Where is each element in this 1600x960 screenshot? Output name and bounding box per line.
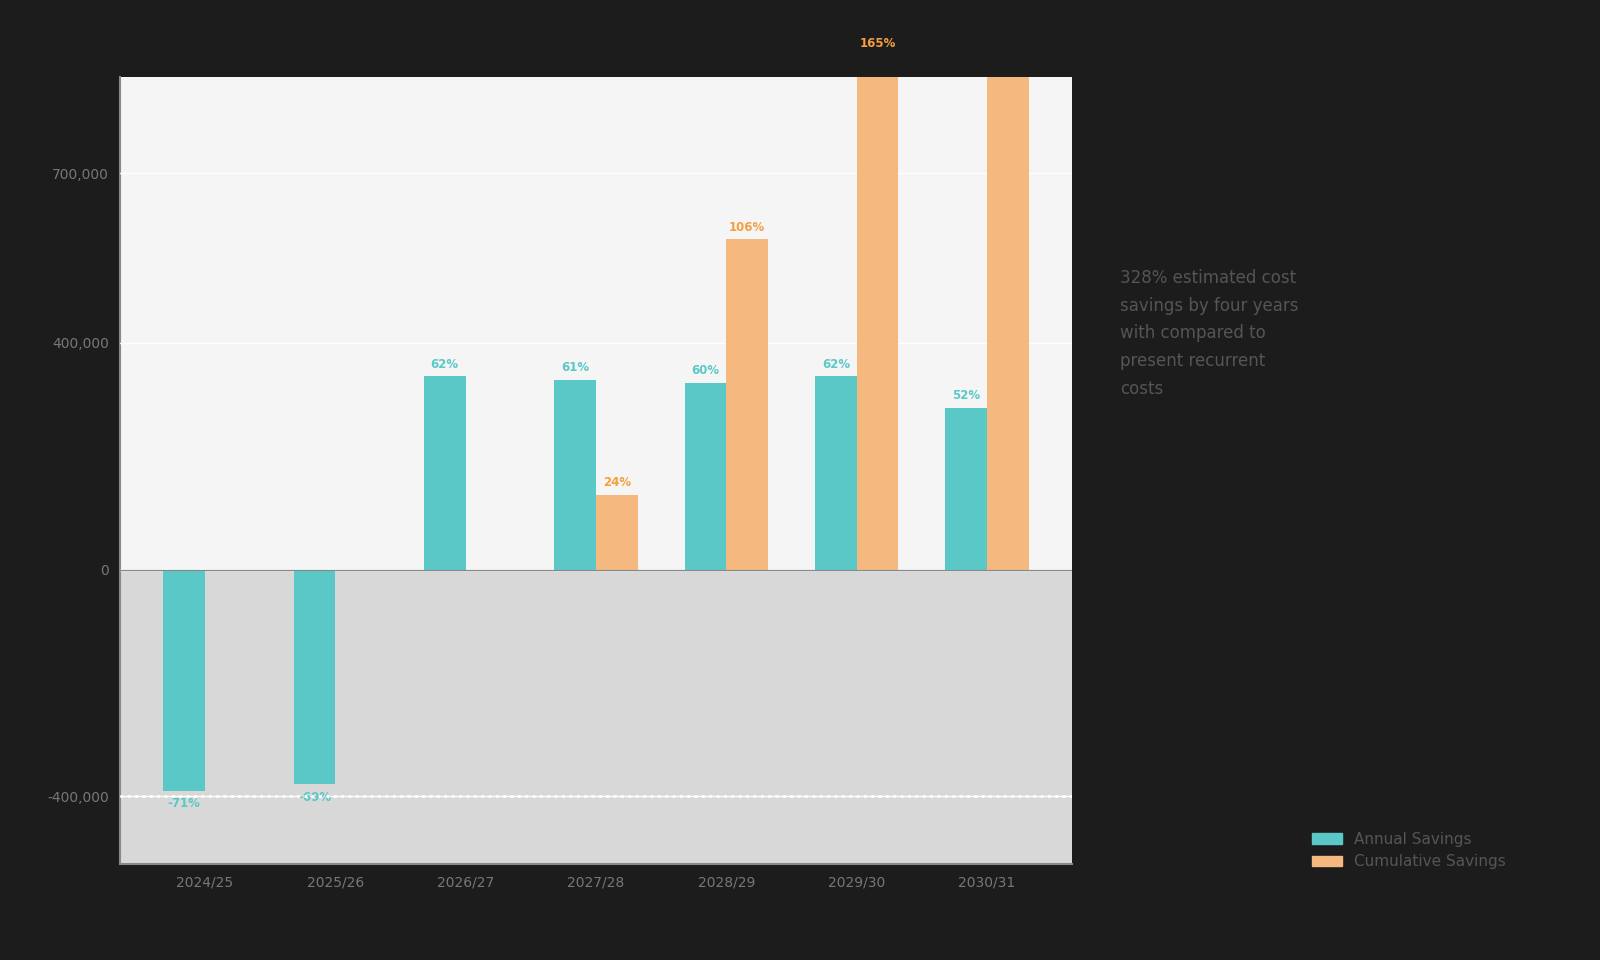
Bar [946,408,987,569]
Text: -69%: -69% [298,791,331,804]
Bar [163,569,205,791]
Text: 61%: 61% [562,361,589,373]
Text: 165%: 165% [859,36,896,50]
Text: -71%: -71% [168,798,200,810]
Bar [554,379,595,569]
Bar [814,376,856,569]
Text: 328% estimated cost
savings by four years
with compared to
present recurrent
cos: 328% estimated cost savings by four year… [1120,269,1299,398]
Bar [856,56,898,569]
Text: 62%: 62% [822,358,850,371]
Bar [685,383,726,569]
Text: 62%: 62% [430,358,459,371]
Text: 60%: 60% [691,364,720,377]
Bar [987,0,1029,569]
Bar [120,569,1072,864]
Text: 52%: 52% [952,389,981,402]
Text: 106%: 106% [730,221,765,233]
Bar [726,239,768,569]
Bar [595,494,638,569]
Text: 24%: 24% [603,476,630,489]
Bar [424,376,466,569]
Bar [294,569,336,784]
Legend: Annual Savings, Cumulative Savings: Annual Savings, Cumulative Savings [1306,826,1512,876]
